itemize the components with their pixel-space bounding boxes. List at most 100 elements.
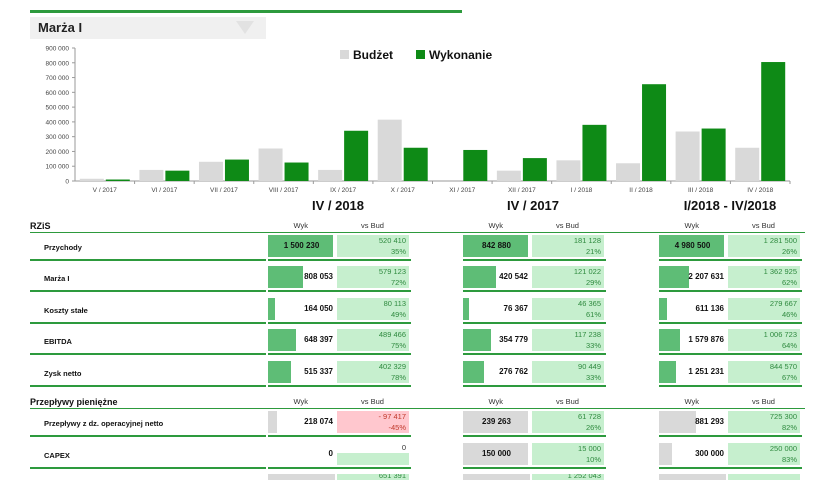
partial-wyk-cell xyxy=(463,474,530,480)
wyk-value: 150 000 xyxy=(482,449,511,458)
row-separator xyxy=(30,435,266,437)
wyk-cell: 354 779 xyxy=(463,329,530,351)
vs-bud-amount: 725 300 xyxy=(769,412,797,421)
vs-bud-cell: 61 728 26% xyxy=(532,411,604,433)
row-separator xyxy=(30,467,266,469)
vs-bud-percent: 64% xyxy=(781,341,797,350)
legend-swatch xyxy=(416,50,425,59)
legend-label: Budżet xyxy=(353,48,393,62)
bar-budzet xyxy=(79,178,104,181)
vs-bud-amount: 46 365 xyxy=(578,299,601,308)
vs-bud-percent: 21% xyxy=(585,247,601,256)
vs-bud-cell: 46 365 61% xyxy=(532,298,604,320)
vs-bud-cell: 0 xyxy=(337,443,409,465)
wyk-value: 218 074 xyxy=(304,417,333,426)
row-separator xyxy=(463,353,606,355)
vs-bud-amount: 250 000 xyxy=(769,444,797,453)
wyk-cell: 648 397 xyxy=(268,329,335,351)
wyk-bar xyxy=(268,266,303,288)
legend-label: Wykonanie xyxy=(429,48,492,62)
vs-bud-amount: 1 281 500 xyxy=(763,236,797,245)
vs-bud-amount: 181 128 xyxy=(573,236,601,245)
vs-bud-percent: 78% xyxy=(390,373,406,382)
row-label: Koszty stałe xyxy=(44,306,88,315)
wyk-value: 842 880 xyxy=(482,241,511,250)
col-header-wyk: Wyk xyxy=(684,397,700,406)
col-header-vsbud: vs Bud xyxy=(556,221,579,230)
partial-vs-bud-cell: 651 391 xyxy=(337,474,409,480)
margin-bar-chart: 900 000 800 000 700 000 600 000 500 000 400 0… xyxy=(46,46,791,194)
vs-bud-percent: 67% xyxy=(781,373,797,382)
wyk-value: 239 263 xyxy=(482,417,511,426)
vs-bud-percent: 35% xyxy=(390,247,406,256)
wyk-value: 420 542 xyxy=(499,272,528,281)
vs-bud-cell: 844 570 67% xyxy=(728,361,800,383)
x-tick-label: IX / 2017 xyxy=(330,187,356,194)
row-separator xyxy=(463,259,606,261)
vs-bud-percent: 49% xyxy=(390,310,406,319)
wyk-bar xyxy=(463,266,496,288)
row-separator xyxy=(30,322,266,324)
vs-bud-amount: 489 466 xyxy=(378,330,406,339)
vs-bud-amount: 520 410 xyxy=(378,236,406,245)
row-separator xyxy=(659,259,802,261)
wyk-value: 808 053 xyxy=(304,272,333,281)
bar-wykonanie xyxy=(344,130,369,181)
wyk-bar xyxy=(659,235,724,257)
row-separator xyxy=(268,353,411,355)
wyk-bar xyxy=(268,361,291,383)
vs-bud-cell: 1 006 723 64% xyxy=(728,329,800,351)
y-tick-label: 700 000 xyxy=(46,75,70,82)
col-header-wyk: Wyk xyxy=(293,397,309,406)
bar-wykonanie xyxy=(761,62,786,181)
wyk-value: 76 367 xyxy=(503,304,528,313)
col-header-wyk: Wyk xyxy=(488,221,504,230)
row-separator xyxy=(659,290,802,292)
wyk-cell: 1 251 231 xyxy=(659,361,726,383)
y-tick-label: 600 000 xyxy=(46,90,70,97)
wyk-bar xyxy=(463,411,528,433)
wyk-bar xyxy=(268,411,278,433)
wyk-value: 1 251 231 xyxy=(688,367,724,376)
x-tick-label: I / 2018 xyxy=(571,187,593,194)
col-header-wyk: Wyk xyxy=(293,221,309,230)
row-separator xyxy=(463,290,606,292)
bar-budzet xyxy=(318,169,343,181)
bar-wykonanie xyxy=(522,158,547,181)
wyk-bar xyxy=(659,298,667,320)
row-separator xyxy=(268,259,411,261)
bar-budzet xyxy=(556,160,581,181)
vs-bud-cell: 80 113 49% xyxy=(337,298,409,320)
wyk-bar xyxy=(268,235,333,257)
header-separator xyxy=(30,232,805,233)
col-header-wyk: Wyk xyxy=(488,397,504,406)
x-tick-label: VIII / 2017 xyxy=(269,187,299,194)
vs-bud-amount: 15 000 xyxy=(578,444,601,453)
section-title-2: IV / 2017 xyxy=(506,198,560,213)
partial-wyk-cell xyxy=(268,474,335,480)
col-header-vsbud: vs Bud xyxy=(361,397,384,406)
y-tick-label: 400 000 xyxy=(46,119,70,126)
vs-bud-percent: 33% xyxy=(585,341,601,350)
x-tick-label: V / 2017 xyxy=(93,187,118,194)
y-tick-label: 300 000 xyxy=(46,134,70,141)
vs-bud-amount: 279 667 xyxy=(769,299,797,308)
filter-icon[interactable] xyxy=(236,21,254,34)
wyk-bar xyxy=(463,235,528,257)
wyk-value: 164 050 xyxy=(304,304,333,313)
vs-bud-percent: -45% xyxy=(388,423,406,432)
col-header-vsbud: vs Bud xyxy=(361,221,384,230)
wyk-value: 1 500 230 xyxy=(283,241,320,250)
vs-bud-percent: 82% xyxy=(781,423,797,432)
vs-bud-percent: 72% xyxy=(390,278,406,287)
bar-wykonanie xyxy=(165,170,190,181)
wyk-bar xyxy=(463,443,528,465)
bar-wykonanie xyxy=(701,128,726,181)
vs-bud-amount: 117 238 xyxy=(574,330,601,339)
row-separator xyxy=(659,467,802,469)
legend-swatch xyxy=(340,50,349,59)
vs-bud-cell: 1 281 500 26% xyxy=(728,235,800,257)
vs-bud-cell: 181 128 21% xyxy=(532,235,604,257)
wyk-value: 300 000 xyxy=(695,449,724,458)
vs-bud-percent: 10% xyxy=(585,455,601,464)
